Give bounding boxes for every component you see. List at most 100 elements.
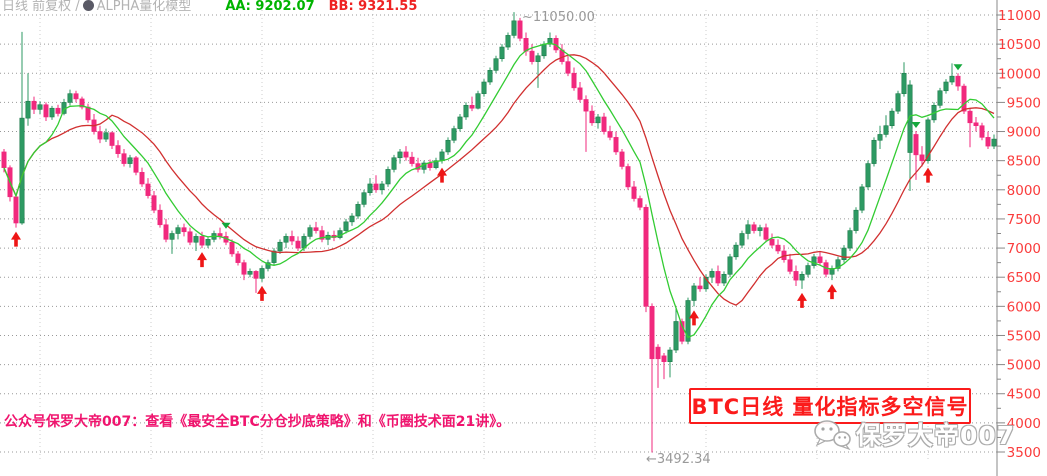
candle-body: [115, 145, 121, 154]
y-axis-label: 7500: [1007, 212, 1041, 228]
candle-body: [991, 138, 997, 147]
candle-body: [607, 131, 613, 138]
y-axis-label: 5500: [1007, 328, 1041, 344]
candle-body: [343, 221, 349, 231]
candle-body: [937, 90, 943, 106]
sell-signal-arrow: [911, 121, 921, 128]
candle-body: [481, 81, 487, 94]
candle-body: [385, 169, 391, 185]
buy-signal-arrow: [797, 292, 807, 308]
candle-body: [247, 271, 253, 275]
candle-body: [787, 259, 793, 272]
sell-signal-arrow: [953, 64, 963, 71]
candle-body: [259, 268, 265, 279]
buy-signal-arrow: [437, 167, 447, 183]
candle-body: [625, 166, 631, 188]
candle-body: [961, 85, 967, 112]
y-axis-label: 9000: [1007, 125, 1041, 141]
buy-signal-arrow: [197, 252, 207, 268]
buy-signal-arrow: [923, 167, 933, 183]
candle-body: [535, 55, 541, 62]
candle-body: [235, 253, 241, 263]
candle-body: [517, 20, 523, 39]
y-axis-label: 10500: [998, 37, 1041, 53]
candle-body: [163, 224, 169, 240]
candle-body: [295, 240, 301, 249]
candle-body: [277, 241, 283, 252]
candle-body: [949, 75, 955, 83]
candle-body: [979, 125, 985, 138]
candle-body: [985, 137, 991, 147]
candle-body: [313, 227, 319, 231]
candle-body: [307, 227, 313, 237]
candle-body: [739, 233, 745, 246]
candle-body: [505, 35, 511, 48]
ma-aa-value: AA: 9202.07: [225, 0, 315, 14]
candle-body: [79, 98, 85, 108]
candle-body: [109, 132, 115, 146]
candle-body: [925, 119, 931, 161]
candle-body: [25, 100, 31, 119]
candle-body: [379, 183, 385, 191]
candle-body: [43, 104, 49, 118]
y-axis-label: 3500: [1007, 445, 1041, 461]
y-axis-label: 7000: [1007, 241, 1041, 257]
candle-body: [859, 186, 865, 211]
signal-box: BTC日线 量化指标多空信号: [689, 388, 971, 424]
candle-body: [367, 183, 373, 194]
y-axis-label: 4000: [1007, 416, 1041, 432]
model-label[interactable]: ALPHA量化模型: [96, 0, 192, 14]
signal-box-label: BTC日线 量化指标多空信号: [691, 395, 969, 419]
candle-body: [103, 132, 109, 140]
candle-body: [571, 72, 577, 89]
candle-body: [361, 192, 367, 205]
candle-body: [283, 236, 289, 243]
candle-body: [793, 271, 799, 281]
watermark-text: 保罗大帝007: [856, 421, 1016, 450]
candle-body: [907, 84, 913, 153]
candle-body: [955, 75, 961, 87]
ma-fast-line: [3, 42, 995, 339]
candle-body: [493, 58, 499, 71]
candle-body: [349, 215, 355, 223]
y-axis-label: 5000: [1007, 358, 1041, 374]
candle-body: [265, 262, 271, 269]
y-axis-label: 11000: [998, 8, 1041, 24]
candle-body: [613, 137, 619, 153]
buy-signal-arrow: [257, 285, 267, 301]
candle-body: [487, 70, 493, 83]
candle-body: [457, 116, 463, 129]
candle-body: [637, 198, 643, 208]
candle-body: [889, 110, 895, 127]
candle-body: [865, 163, 871, 188]
candle-body: [1, 151, 7, 168]
candle-body: [799, 273, 805, 281]
candle-body: [763, 227, 769, 240]
candle-body: [727, 256, 733, 275]
candle-body: [829, 268, 835, 275]
candle-body: [121, 153, 127, 164]
candle-body: [511, 20, 517, 36]
high-price-label: ~11050.00: [522, 10, 595, 25]
y-axis-label: 6500: [1007, 270, 1041, 286]
candle-body: [289, 236, 295, 242]
y-axis-label: 8000: [1007, 183, 1041, 199]
candle-body: [583, 99, 589, 112]
candle-body: [193, 236, 199, 243]
candle-body: [205, 239, 211, 246]
ma-bb-value: BB: 9321.55: [328, 0, 418, 14]
candle-body: [37, 104, 43, 110]
candle-body: [49, 107, 55, 118]
y-axis-label: 10000: [998, 66, 1041, 82]
candle-body: [271, 250, 277, 263]
candle-body: [589, 110, 595, 124]
candle-body: [157, 209, 163, 226]
candle-body: [895, 93, 901, 112]
candle-body: [463, 105, 469, 118]
buy-signal-arrow: [11, 231, 21, 247]
candle-body: [31, 100, 37, 110]
watermark: 保罗大帝007: [812, 416, 1015, 452]
candle-body: [631, 186, 637, 199]
period-adjust-label[interactable]: 日线 前复权 /: [2, 0, 80, 14]
